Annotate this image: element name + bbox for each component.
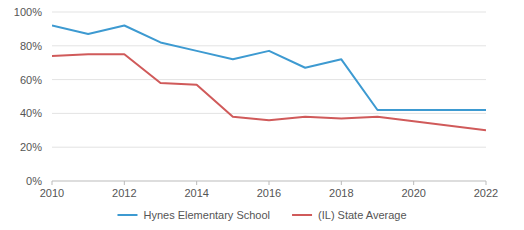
x-tick [486, 181, 487, 185]
x-tick-label: 2010 [40, 187, 64, 199]
y-tick-label: 0% [26, 175, 42, 187]
series-line [52, 26, 486, 111]
chart: 0% 20% 40% 60% 80% 100% 2010 2012 2014 2016 2018 20… [0, 0, 524, 230]
series-line [52, 54, 486, 130]
legend: Hynes Elementary School (IL) State Averag… [117, 209, 406, 221]
grid-line [52, 147, 486, 148]
x-tick [269, 181, 270, 185]
legend-swatch [292, 214, 312, 216]
y-tick-label: 80% [20, 40, 42, 52]
x-tick-label: 2018 [329, 187, 353, 199]
grid-line [52, 45, 486, 46]
grid-line [52, 12, 486, 13]
x-tick [341, 181, 342, 185]
plot-area [52, 26, 486, 131]
x-tick [196, 181, 197, 185]
x-tick [124, 181, 125, 185]
y-tick-label: 40% [20, 107, 42, 119]
grid-line [52, 79, 486, 80]
y-tick-label: 100% [14, 6, 42, 18]
x-tick-label: 2022 [474, 187, 498, 199]
x-tick [52, 181, 53, 185]
x-tick-label: 2012 [112, 187, 136, 199]
grid-line [52, 113, 486, 114]
legend-label: (IL) State Average [318, 209, 406, 221]
x-tick [413, 181, 414, 185]
x-tick-label: 2014 [184, 187, 208, 199]
y-tick-label: 20% [20, 141, 42, 153]
legend-swatch [117, 214, 137, 216]
x-tick-label: 2020 [401, 187, 425, 199]
x-tick-label: 2016 [257, 187, 281, 199]
y-tick-label: 60% [20, 74, 42, 86]
legend-label: Hynes Elementary School [143, 209, 270, 221]
